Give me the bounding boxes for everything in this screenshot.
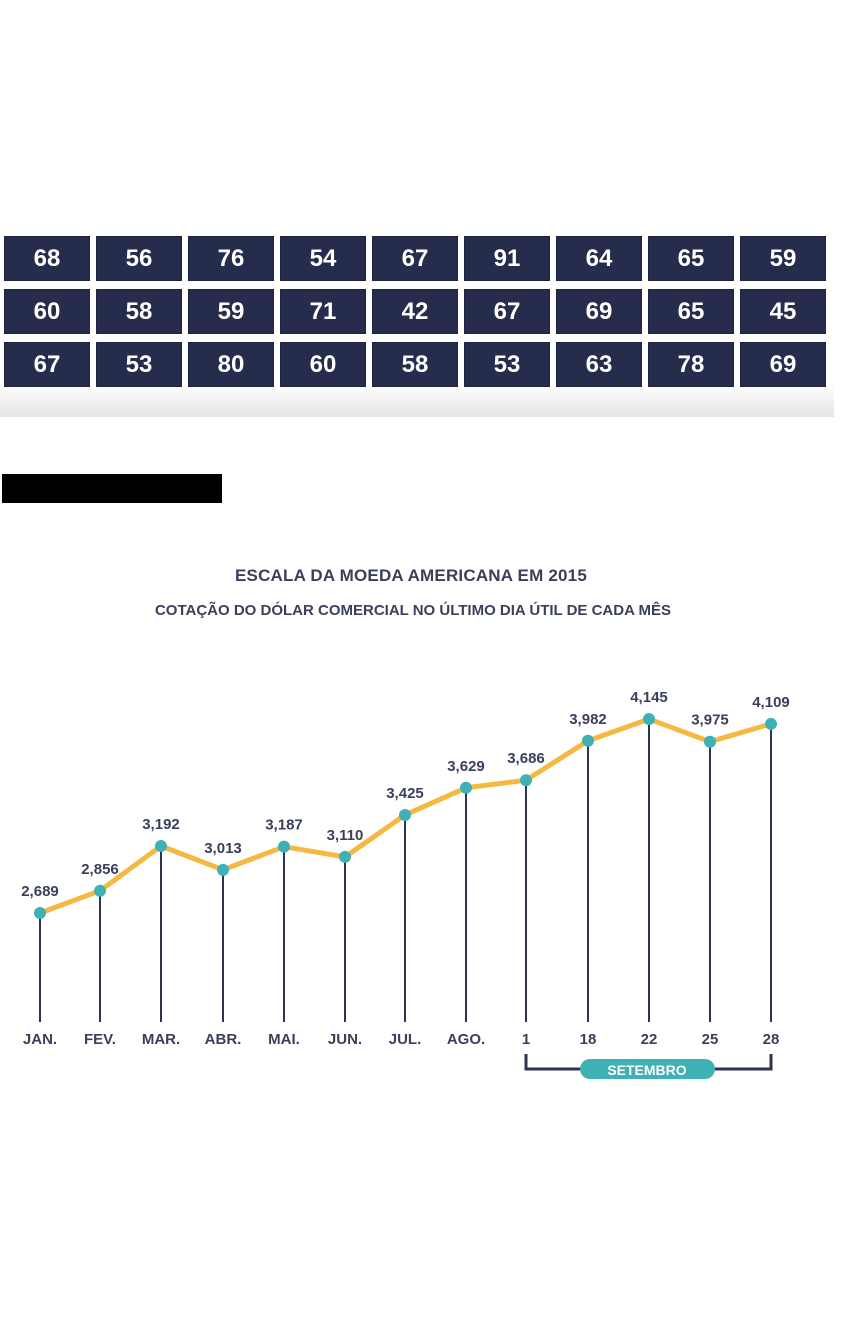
grid-cell: 54 (280, 236, 366, 281)
grid-cell: 64 (556, 236, 642, 281)
data-point (460, 781, 472, 794)
data-label: 3,110 (327, 827, 364, 844)
grid-cell: 65 (648, 236, 734, 281)
grid-cell: 53 (464, 342, 550, 387)
data-label: 3,187 (265, 817, 303, 834)
grid-cell: 58 (372, 342, 458, 387)
grid-cell: 59 (740, 236, 826, 281)
x-tick-label: JUL. (389, 1031, 422, 1048)
x-tick-label: 1 (522, 1031, 530, 1048)
data-point (765, 717, 777, 730)
group-label: SETEMBRO (607, 1062, 686, 1078)
grid-cell: 60 (4, 289, 90, 334)
grid-cell: 78 (648, 342, 734, 387)
grid-cell: 42 (372, 289, 458, 334)
x-tick-label: ABR. (205, 1031, 242, 1048)
x-tick-label: 18 (580, 1031, 597, 1048)
data-point (34, 907, 46, 919)
x-tick-label: 22 (641, 1031, 658, 1048)
grid-cell: 76 (188, 236, 274, 281)
chart-subtitle: COTAÇÃO DO DÓLAR COMERCIAL NO ÚLTIMO DIA… (154, 602, 672, 619)
data-label: 2,689 (21, 883, 59, 900)
grid-cell: 59 (188, 289, 274, 334)
grid-cell: 67 (4, 342, 90, 387)
grid-cell: 60 (280, 342, 366, 387)
x-tick-label: MAR. (142, 1031, 180, 1048)
data-point (155, 840, 167, 853)
grid-cell: 71 (280, 289, 366, 334)
grid-cell: 67 (372, 236, 458, 281)
x-tick-label: JAN. (23, 1031, 57, 1048)
x-tick-label: 28 (763, 1031, 780, 1048)
data-point (94, 884, 106, 897)
data-label: 2,856 (81, 861, 119, 878)
grid-cell: 65 (648, 289, 734, 334)
data-point (278, 840, 290, 853)
grid-cell: 63 (556, 342, 642, 387)
number-grid-panel: 68 56 76 54 67 91 64 65 59 60 58 59 71 42 67 69 65 45 67 53… (0, 233, 834, 417)
data-label: 3,629 (447, 758, 485, 775)
grid-cell: 45 (740, 289, 826, 334)
data-point (704, 735, 716, 748)
data-point (582, 734, 594, 747)
data-point (643, 713, 655, 726)
grid-cell: 69 (556, 289, 642, 334)
data-label: 3,425 (386, 785, 424, 802)
x-tick-label: MAI. (268, 1031, 300, 1048)
grid-cell: 69 (740, 342, 826, 387)
data-label: 3,192 (142, 816, 180, 833)
data-label: 4,109 (752, 694, 790, 711)
grid-cell: 56 (96, 236, 182, 281)
grid-cell: 58 (96, 289, 182, 334)
x-tick-label: FEV. (84, 1031, 116, 1048)
number-grid: 68 56 76 54 67 91 64 65 59 60 58 59 71 42 67 69 65 45 67 53… (4, 236, 828, 387)
data-point (520, 774, 532, 787)
group-badge (580, 1059, 715, 1079)
data-label: 3,982 (569, 711, 607, 728)
grid-cell: 67 (464, 289, 550, 334)
grid-cell: 91 (464, 236, 550, 281)
x-tick-label: AGO. (447, 1031, 485, 1048)
grid-cell: 68 (4, 236, 90, 281)
data-label: 3,686 (507, 750, 545, 767)
data-label: 3,013 (204, 840, 242, 857)
data-label: 3,975 (691, 712, 729, 729)
data-point (217, 863, 229, 876)
x-tick-label: JUN. (328, 1031, 362, 1048)
data-point (399, 808, 411, 821)
chart-title: ESCALA DA MOEDA AMERICANA EM 2015 (235, 566, 587, 585)
redacted-block (2, 474, 222, 503)
data-label: 4,145 (630, 689, 668, 706)
x-tick-label: 25 (702, 1031, 719, 1048)
grid-cell: 53 (96, 342, 182, 387)
data-point (339, 850, 351, 863)
grid-cell: 80 (188, 342, 274, 387)
